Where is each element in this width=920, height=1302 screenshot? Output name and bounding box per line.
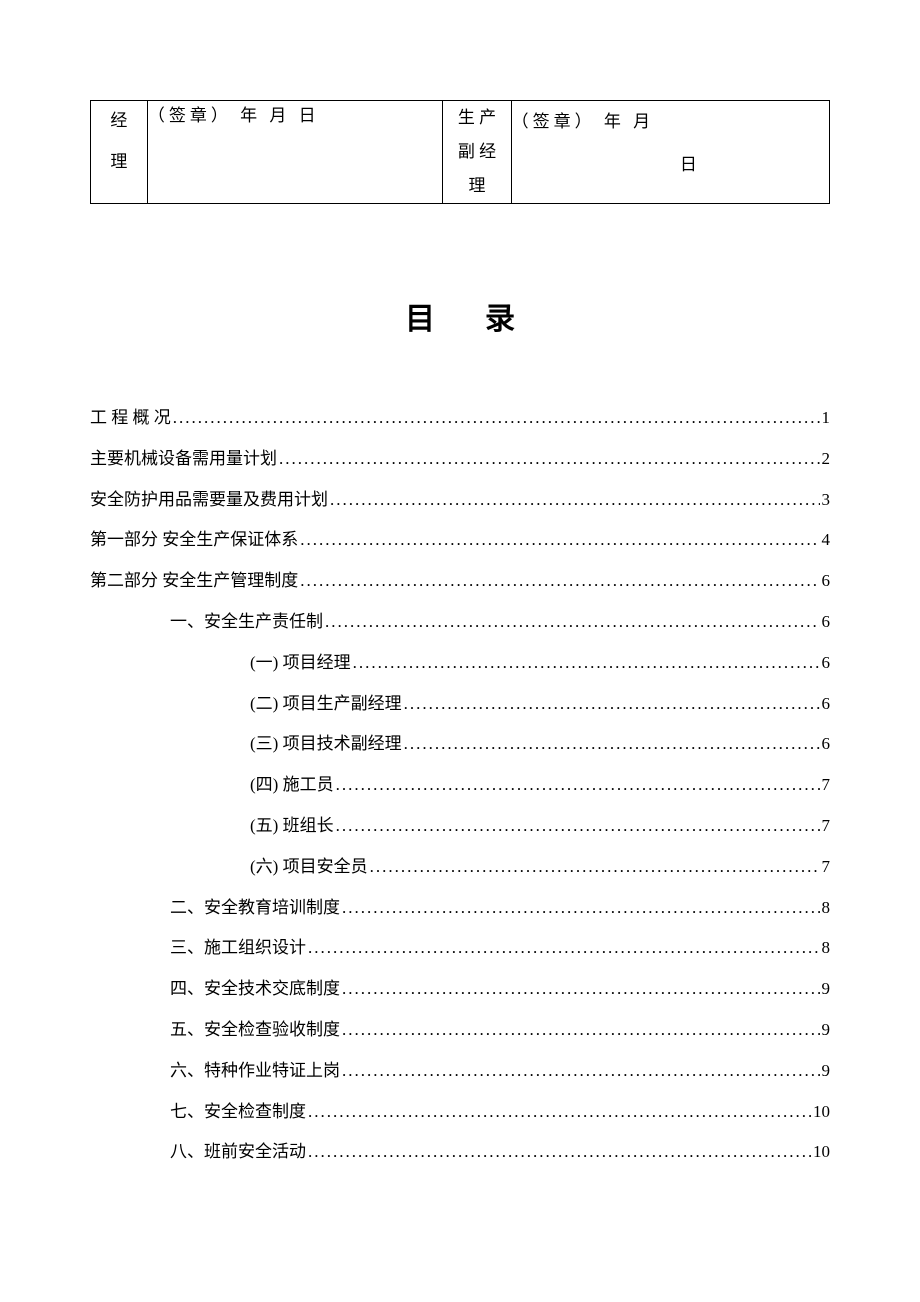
toc-entry: (三) 项目技术副经理 6 [90, 724, 830, 765]
signature-table: 经 理 （签章） 年 月 日 生 产 副 经 理 （签章） 年 月 日 [90, 100, 830, 204]
toc-entry: 八、班前安全活动 10 [90, 1132, 830, 1173]
document-page: 经 理 （签章） 年 月 日 生 产 副 经 理 （签章） 年 月 日 目录 工… [0, 0, 920, 1233]
toc-entry-page: 4 [822, 520, 831, 561]
toc-entry-label: 六、特种作业特证上岗 [170, 1051, 340, 1092]
toc-entry: (一) 项目经理 6 [90, 643, 830, 684]
label-char: 理 [443, 169, 510, 203]
toc-entry-label: (六) 项目安全员 [250, 847, 368, 888]
toc-dots [404, 684, 820, 725]
signature-text: （签章） 年 月 日 [148, 106, 320, 125]
toc-entry-label: 五、安全检查验收制度 [170, 1010, 340, 1051]
signature-text-line2: 日 [512, 144, 829, 187]
toc-dots [325, 602, 820, 643]
toc-entry-label: (二) 项目生产副经理 [250, 684, 402, 725]
toc-entry-page: 7 [822, 847, 831, 888]
toc-entry: 四、安全技术交底制度 9 [90, 969, 830, 1010]
toc-entry-label: 八、班前安全活动 [170, 1132, 306, 1173]
manager-label-cell: 经 理 [91, 101, 148, 204]
toc-entry-label: 工 程 概 况 [90, 398, 171, 439]
toc-entry: (六) 项目安全员 7 [90, 847, 830, 888]
toc-dots [404, 724, 820, 765]
toc-entry: (四) 施工员 7 [90, 765, 830, 806]
toc-entry-page: 8 [822, 928, 831, 969]
toc-entry-page: 7 [822, 765, 831, 806]
toc-entry-page: 6 [822, 561, 831, 602]
toc-entry-label: (三) 项目技术副经理 [250, 724, 402, 765]
toc-dots [342, 969, 820, 1010]
toc-dots [336, 765, 820, 806]
toc-entry: 主要机械设备需用量计划 2 [90, 439, 830, 480]
toc-entry-page: 9 [822, 1010, 831, 1051]
toc-entry: 一、安全生产责任制 6 [90, 602, 830, 643]
toc-entry-label: (五) 班组长 [250, 806, 334, 847]
toc-entry-page: 7 [822, 806, 831, 847]
toc-dots [308, 1132, 811, 1173]
toc-title: 目录 [90, 294, 830, 338]
signature-text-line1: （签章） 年 月 [512, 101, 829, 144]
toc-entry-page: 1 [822, 398, 831, 439]
toc-dots [342, 888, 820, 929]
deputy-signature-cell: （签章） 年 月 日 [511, 101, 829, 204]
toc-entry: 六、特种作业特证上岗 9 [90, 1051, 830, 1092]
toc-entry: (二) 项目生产副经理 6 [90, 684, 830, 725]
toc-entry: 七、安全检查制度 10 [90, 1092, 830, 1133]
toc-entry-page: 10 [813, 1132, 830, 1173]
toc-entry: 安全防护用品需要量及费用计划 3 [90, 480, 830, 521]
toc-entry: 五、安全检查验收制度 9 [90, 1010, 830, 1051]
toc-entry-label: 第二部分 安全生产管理制度 [90, 561, 298, 602]
label-char: 生 产 [443, 101, 510, 135]
toc-entry-page: 6 [822, 724, 831, 765]
toc-entry-label: 二、安全教育培训制度 [170, 888, 340, 929]
toc-entry-page: 2 [822, 439, 831, 480]
toc-entry-label: 三、施工组织设计 [170, 928, 306, 969]
toc-dots [353, 643, 820, 684]
toc-entry-page: 6 [822, 643, 831, 684]
toc-dots [279, 439, 820, 480]
toc-entry-label: 七、安全检查制度 [170, 1092, 306, 1133]
toc-entry: 第二部分 安全生产管理制度 6 [90, 561, 830, 602]
toc-dots [330, 480, 820, 521]
table-of-contents: 工 程 概 况1主要机械设备需用量计划2安全防护用品需要量及费用计划3第一部分 … [90, 398, 830, 1173]
toc-entry-label: 主要机械设备需用量计划 [90, 439, 277, 480]
label-char: 副 经 [443, 135, 510, 169]
toc-dots [300, 561, 819, 602]
label-char: 理 [91, 142, 147, 183]
toc-entry-label: 一、安全生产责任制 [170, 602, 323, 643]
toc-entry-label: (四) 施工员 [250, 765, 334, 806]
toc-entry: 二、安全教育培训制度 8 [90, 888, 830, 929]
toc-entry-page: 8 [822, 888, 831, 929]
toc-entry-page: 6 [822, 684, 831, 725]
toc-entry-label: 安全防护用品需要量及费用计划 [90, 480, 328, 521]
toc-dots [308, 928, 820, 969]
toc-entry-page: 10 [813, 1092, 830, 1133]
toc-entry-page: 9 [822, 969, 831, 1010]
toc-dots [173, 398, 820, 439]
manager-signature-cell: （签章） 年 月 日 [147, 101, 443, 204]
toc-entry-page: 9 [822, 1051, 831, 1092]
toc-entry: 工 程 概 况 1 [90, 398, 830, 439]
toc-entry-page: 3 [822, 480, 831, 521]
toc-dots [300, 520, 819, 561]
toc-dots [336, 806, 820, 847]
toc-entry-label: (一) 项目经理 [250, 643, 351, 684]
toc-entry-page: 6 [822, 602, 831, 643]
toc-entry-label: 四、安全技术交底制度 [170, 969, 340, 1010]
toc-entry-label: 第一部分 安全生产保证体系 [90, 520, 298, 561]
toc-dots [342, 1051, 820, 1092]
toc-dots [342, 1010, 820, 1051]
toc-dots [370, 847, 820, 888]
toc-entry: 三、施工组织设计 8 [90, 928, 830, 969]
deputy-label-cell: 生 产 副 经 理 [443, 101, 511, 204]
toc-dots [308, 1092, 811, 1133]
toc-entry: 第一部分 安全生产保证体系 4 [90, 520, 830, 561]
label-char: 经 [91, 101, 147, 142]
toc-entry: (五) 班组长 7 [90, 806, 830, 847]
